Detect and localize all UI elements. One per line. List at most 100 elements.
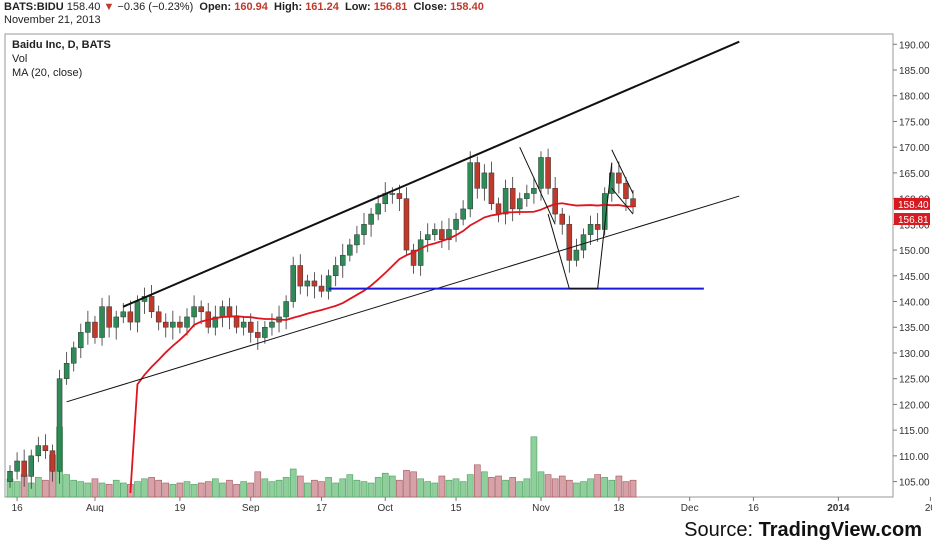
candle-body <box>28 455 34 477</box>
candle-body <box>368 213 374 225</box>
volume-bar <box>459 481 467 498</box>
y-tick-label: 170.00 <box>899 143 930 154</box>
candle-body <box>92 321 98 338</box>
y-tick-label: 180.00 <box>899 92 930 103</box>
volume-bar <box>417 478 424 498</box>
candle-body <box>7 471 13 482</box>
candle-body <box>340 254 346 266</box>
candle-body <box>219 306 226 318</box>
moving-average-line <box>129 202 634 493</box>
candle-body <box>524 193 530 199</box>
volume-bar <box>261 478 269 498</box>
volume-bar <box>594 474 601 498</box>
y-tick-label: 105.00 <box>899 478 930 489</box>
candle-body <box>283 301 289 318</box>
volume-bar <box>551 478 559 498</box>
candle-body <box>446 229 452 241</box>
candle-body <box>559 213 565 225</box>
volume-bar <box>304 482 311 498</box>
volume-bar <box>587 478 594 498</box>
volume-bar <box>608 479 616 498</box>
y-tick-label: 190.00 <box>899 40 930 51</box>
volume-bar <box>509 477 516 498</box>
source-credit: Source: TradingView.com <box>684 519 922 542</box>
volume-bar <box>219 482 226 498</box>
candle-body <box>439 229 445 241</box>
volume-bar <box>537 471 545 498</box>
quote-date: November 21, 2013 <box>4 14 101 26</box>
candle-body <box>410 249 417 266</box>
volume-bar <box>374 477 382 498</box>
volume-bar <box>318 481 325 498</box>
x-tick-label: Aug <box>86 503 104 512</box>
volume-bar <box>473 464 481 498</box>
volume-bar <box>233 484 240 498</box>
candle-body <box>290 265 296 302</box>
candle-body <box>155 311 162 323</box>
y-tick-label: 135.00 <box>899 323 930 334</box>
volume-bar <box>403 470 410 498</box>
x-tick-label: 16 <box>748 503 760 512</box>
volume-bar <box>183 481 191 498</box>
volume-bar <box>481 471 488 498</box>
candle-body <box>113 316 119 328</box>
change-down-icon: ▼ <box>103 1 115 13</box>
candle-body <box>304 280 311 287</box>
price-chart[interactable]: 105.00 110.00 115.00 120.00 125.00 130.00 135.… <box>0 30 932 512</box>
candle-body <box>502 188 509 215</box>
candle-body <box>453 218 459 230</box>
volume-bar <box>254 471 262 498</box>
volume-bar <box>190 484 198 498</box>
volume-bar <box>353 479 361 498</box>
candle-body <box>623 182 629 199</box>
x-tick-label: Oct <box>377 503 393 512</box>
pattern-b2 <box>611 149 634 194</box>
candle-body <box>354 234 360 246</box>
candle-body <box>375 203 381 215</box>
volume-bar <box>35 477 42 498</box>
volume-bar <box>601 477 609 498</box>
volume-bar <box>134 481 141 498</box>
candle-body <box>545 157 551 189</box>
last-price: 158.40 <box>66 1 101 13</box>
volume-bar <box>162 482 170 498</box>
pattern-a1 <box>519 146 556 225</box>
candle-body <box>70 347 77 364</box>
quote-header: BATS:BIDU 158.40 ▼ −0.36 (−0.23%) Open: … <box>4 1 484 14</box>
candle-body <box>85 321 91 333</box>
candle-body <box>120 311 127 318</box>
volume-bar <box>424 481 432 498</box>
volume-bar <box>148 477 155 498</box>
volume-bar <box>622 481 630 498</box>
candle-body <box>424 234 431 241</box>
high-label: High: <box>274 1 303 13</box>
candle-body <box>212 316 219 328</box>
y-tick-label: 125.00 <box>899 375 930 386</box>
candle-body <box>148 296 155 313</box>
candle-body <box>616 172 622 184</box>
candle-body <box>417 239 424 266</box>
volume-bar <box>530 436 538 498</box>
source-brand: TradingView.com <box>758 519 922 541</box>
volume-bar <box>296 475 304 498</box>
candle-body <box>191 306 197 318</box>
plot-area[interactable] <box>4 33 894 498</box>
candle-body <box>262 326 268 338</box>
candle-body <box>163 321 169 328</box>
legend-moving-average: MA (20, close) <box>12 67 83 79</box>
candle-body <box>509 188 516 210</box>
volume-bar <box>495 475 502 498</box>
candle-body <box>49 450 56 472</box>
volume-bar <box>566 479 573 498</box>
y-tick-label: 140.00 <box>899 298 930 309</box>
volume-bar <box>516 481 524 498</box>
candle-body <box>318 285 325 292</box>
candle-body <box>233 316 240 328</box>
y-tick-label: 185.00 <box>899 66 930 77</box>
volume-bar <box>410 471 417 498</box>
y-tick-label: 120.00 <box>899 400 930 411</box>
volume-bar <box>488 477 495 498</box>
candle-body <box>56 378 63 472</box>
candle-body <box>332 265 339 277</box>
candle-body <box>467 162 473 210</box>
